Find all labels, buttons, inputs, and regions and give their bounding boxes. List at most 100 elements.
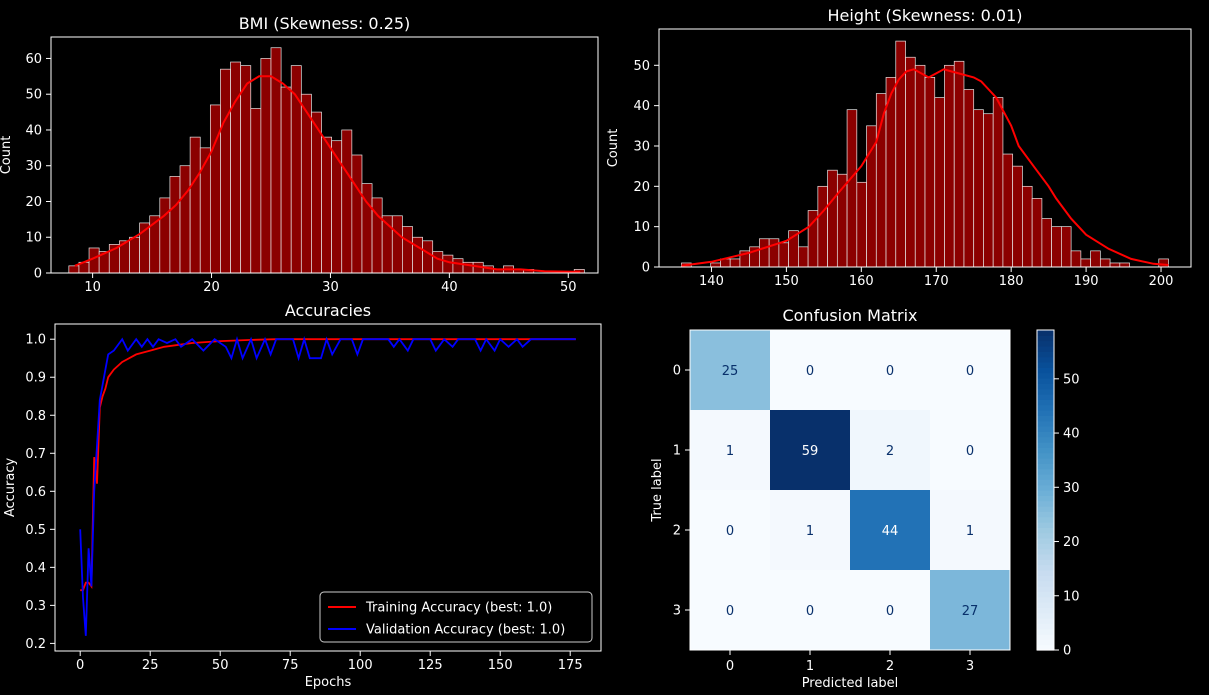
x-tick-label: 40 — [441, 280, 458, 295]
x-tick-label: 140 — [699, 274, 724, 289]
y-tick-label: 20 — [25, 195, 42, 210]
x-axis-label: Epochs — [305, 675, 352, 690]
y-tick-label: 0 — [673, 364, 681, 379]
x-tick-label: 25 — [142, 658, 159, 673]
colorbar-segment — [1037, 586, 1054, 592]
y-tick-label: 0.8 — [25, 409, 46, 424]
histogram-bar — [179, 165, 191, 274]
histogram-bar — [452, 258, 464, 274]
histogram-bar — [169, 176, 181, 274]
histogram-bar — [1080, 258, 1091, 268]
colorbar-segment — [1037, 538, 1054, 544]
histogram-bar — [856, 181, 867, 268]
colorbar-segment — [1037, 458, 1054, 464]
histogram-bar — [199, 147, 211, 274]
y-tick-label: 2 — [673, 524, 681, 539]
colorbar-segment — [1037, 527, 1054, 534]
histogram-bar — [1022, 185, 1033, 268]
x-tick-label: 2 — [886, 659, 894, 674]
matrix-cell — [770, 570, 850, 650]
matrix-cell — [930, 570, 1010, 650]
axes-frame — [50, 36, 599, 274]
colorbar-segment — [1037, 618, 1054, 624]
y-tick-label: 0 — [34, 267, 42, 282]
colorbar-segment — [1037, 420, 1054, 427]
matrix-cell — [690, 330, 770, 410]
histogram-bar — [778, 242, 789, 268]
histogram-bar — [914, 64, 926, 268]
x-tick-label: 180 — [999, 274, 1024, 289]
legend-box — [319, 591, 593, 643]
x-tick-label: 150 — [774, 274, 799, 289]
matrix-cell — [770, 330, 850, 410]
histogram-bar — [905, 56, 916, 268]
histogram-bar — [1031, 198, 1043, 268]
histogram-bar — [432, 251, 444, 274]
colorbar-tick-label: 30 — [1063, 481, 1080, 496]
colorbar-segment — [1037, 570, 1054, 576]
cell-value: 59 — [802, 444, 819, 459]
colorbar-segment — [1037, 415, 1054, 422]
colorbar-segment — [1037, 474, 1054, 480]
histogram-bar — [759, 238, 770, 268]
y-tick-label: 50 — [25, 88, 42, 103]
colorbar-segment — [1037, 436, 1054, 443]
y-tick-label: 30 — [633, 139, 650, 154]
colorbar-segment — [1037, 340, 1054, 347]
matrix-cell — [690, 570, 770, 650]
y-tick-label: 40 — [25, 123, 42, 138]
histogram-bar — [442, 254, 454, 274]
histogram-bar — [220, 68, 231, 274]
histogram-bar — [729, 258, 741, 268]
matrix-cell — [850, 570, 930, 650]
y-tick-label: 1.0 — [25, 333, 46, 348]
x-tick-label: 50 — [212, 658, 229, 673]
legend: Training Accuracy (best: 1.0) Validation … — [319, 591, 593, 643]
histogram-bar — [412, 236, 423, 274]
y-tick-label: 20 — [633, 180, 650, 195]
y-tick-label: 50 — [633, 59, 650, 74]
colorbar-segment — [1037, 543, 1054, 550]
y-tick-label: 0.4 — [25, 561, 46, 576]
x-tick-label: 190 — [1074, 274, 1099, 289]
colorbar-segment — [1037, 447, 1054, 454]
colorbar-segment — [1037, 607, 1054, 614]
chart-title: BMI (Skewness: 0.25) — [239, 14, 411, 33]
x-tick-label: 30 — [322, 280, 339, 295]
colorbar-segment — [1037, 372, 1054, 379]
cell-value: 0 — [966, 364, 974, 379]
cell-value: 0 — [886, 604, 894, 619]
x-tick-label: 175 — [558, 658, 583, 673]
cell-value: 25 — [722, 364, 739, 379]
validation-accuracy-line — [79, 336, 576, 636]
x-tick-label: 0 — [726, 659, 734, 674]
histogram-bar — [189, 136, 201, 274]
histogram-bar — [240, 65, 252, 274]
x-axis-label: Predicted label — [802, 676, 899, 691]
chart-title: Confusion Matrix — [782, 306, 917, 325]
x-tick-label: 50 — [560, 280, 577, 295]
matrix-cell — [690, 490, 770, 570]
y-axis-label: Count — [0, 136, 14, 175]
colorbar-segment — [1037, 463, 1054, 470]
x-tick-label: 3 — [966, 659, 974, 674]
colorbar-segment — [1037, 383, 1054, 390]
colorbar-segment — [1037, 639, 1054, 646]
histogram-bar — [331, 140, 343, 274]
matrix-cell — [850, 410, 930, 490]
y-axis-label: True label — [650, 458, 665, 522]
cell-value: 0 — [726, 604, 734, 619]
colorbar-segment — [1037, 591, 1054, 598]
y-tick-label: 0.3 — [25, 599, 46, 614]
colorbar-segment — [1037, 548, 1054, 555]
histogram-bar — [953, 60, 965, 268]
histogram-bar — [68, 265, 80, 274]
colorbar-segment — [1037, 628, 1054, 635]
histogram-bar — [280, 86, 292, 274]
histogram-bar — [846, 109, 858, 268]
y-tick-label: 60 — [25, 52, 42, 67]
colorbar-segment — [1037, 490, 1054, 496]
y-tick-label: 10 — [633, 220, 650, 235]
colorbar-segment — [1037, 484, 1054, 491]
histogram-bar — [341, 129, 353, 274]
